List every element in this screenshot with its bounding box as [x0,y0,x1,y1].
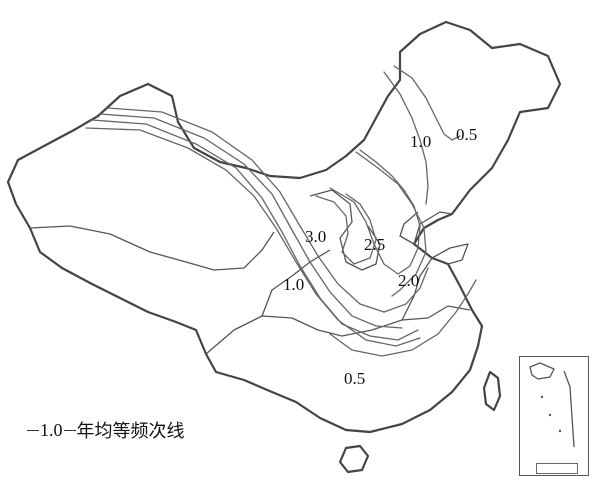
isoline-w-1.0b [99,113,403,329]
isoline-label-c-2.0: 2.0 [398,271,419,290]
isoline-w-0.5 [85,127,421,347]
legend-text: 年均等频次线 [76,421,185,442]
isoline-s-0.5 [329,279,477,357]
national-border [6,20,562,434]
internal-border-center [261,249,433,321]
taiwan-island [482,370,502,412]
isoline-c-2.0-outer [355,151,427,297]
legend-line-right [63,429,76,431]
hainan-island [338,444,370,474]
isoline-ne-1.0 [383,71,429,205]
south-china-sea-inset [519,356,589,476]
isoline-w-1.0a [91,119,419,341]
isoline-label-ne-1.0: 1.0 [410,132,431,151]
isoline-label-w-1.0: 1.0 [283,275,304,294]
map-legend: 1.0 年均等频次线 [26,418,185,442]
legend-value: 1.0 [40,419,63,440]
isoline-label-s-0.5: 0.5 [344,369,365,388]
isoline-label-c-3.0: 3.0 [305,227,326,246]
isoline-c-3.0 [315,193,377,265]
isoline-ne-0.5 [393,65,461,141]
isoline-w-2.0 [107,107,429,313]
isoline-label-c-2.5: 2.5 [364,235,385,254]
internal-border-southwest [205,305,471,355]
legend-line-left [27,429,39,431]
internal-border-tibet [29,225,275,271]
inset-map [529,362,575,448]
bohai-coast [399,211,453,245]
inset-caption-box [536,463,578,474]
shandong-coast [431,243,469,265]
isoline-c-2.5 [329,149,421,275]
isoline-label-ne-0.5: 0.5 [456,125,477,144]
